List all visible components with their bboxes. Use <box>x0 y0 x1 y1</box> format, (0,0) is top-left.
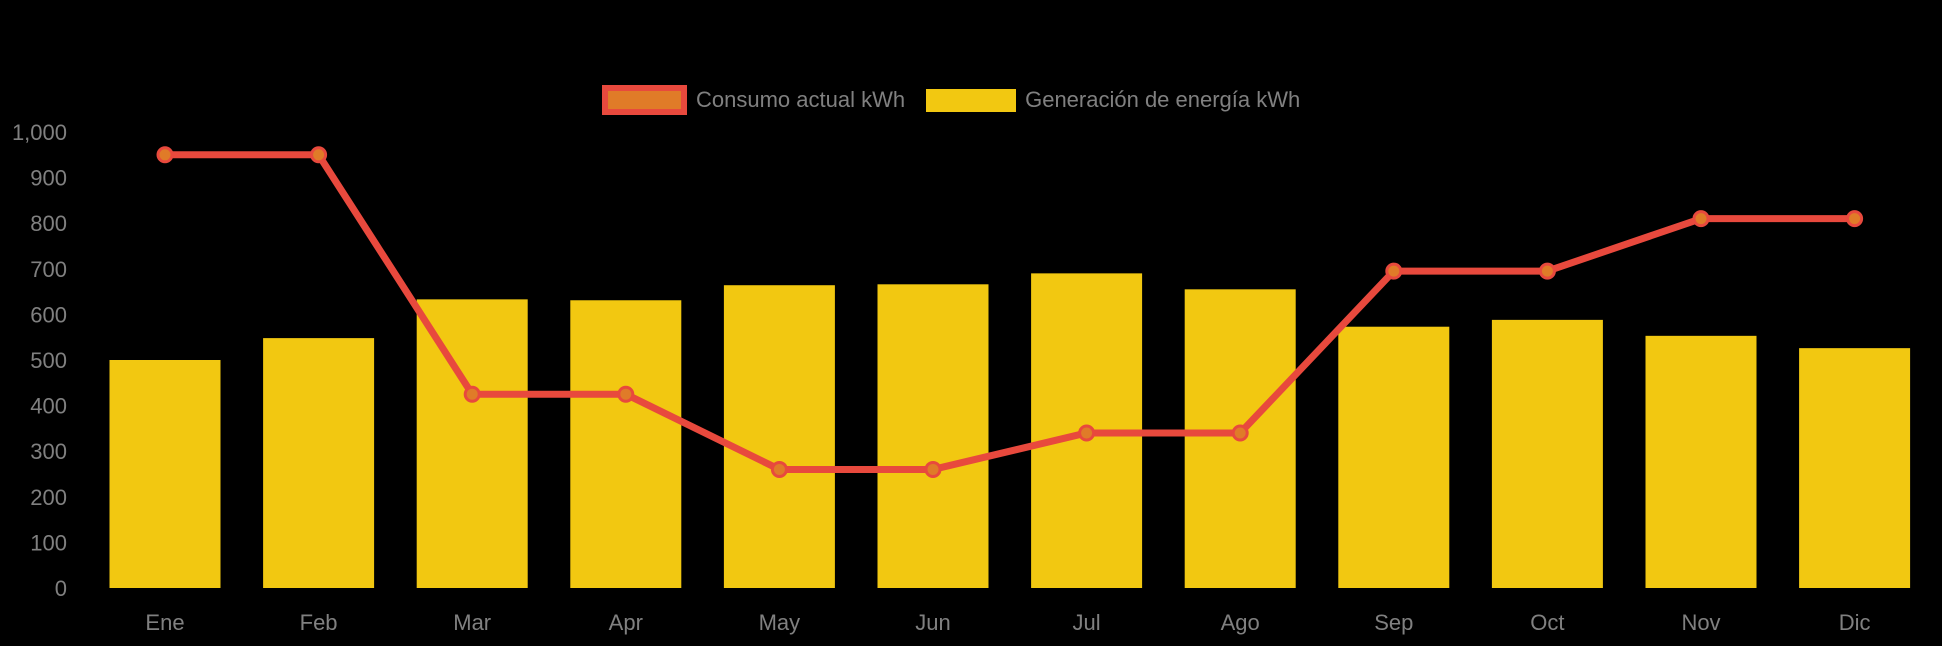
y-axis-tick-label-0: 0 <box>55 576 67 601</box>
x-axis-label-Dic: Dic <box>1839 610 1871 635</box>
y-axis-tick-label-900: 900 <box>30 166 67 191</box>
bar-generacion-Dic[interactable] <box>1799 348 1911 588</box>
point-consumo-Ago[interactable] <box>1231 424 1249 442</box>
x-axis-label-Oct: Oct <box>1530 610 1564 635</box>
legend-swatch-consumo-icon[interactable] <box>602 85 687 115</box>
x-axis-label-Jul: Jul <box>1073 610 1101 635</box>
point-consumo-Mar[interactable] <box>463 385 481 403</box>
legend-label-consumo[interactable]: Consumo actual kWh <box>696 87 906 112</box>
y-axis-tick-label-500: 500 <box>30 348 67 373</box>
x-axis-label-Mar: Mar <box>453 610 491 635</box>
y-axis-tick-label-600: 600 <box>30 302 67 327</box>
x-axis-label-Ene: Ene <box>145 610 184 635</box>
point-consumo-Sep[interactable] <box>1385 262 1403 280</box>
x-axis-label-Ago: Ago <box>1221 610 1260 635</box>
y-axis-tick-label-1000: 1,000 <box>12 120 67 145</box>
point-consumo-Nov[interactable] <box>1692 210 1710 228</box>
y-axis-tick-label-100: 100 <box>30 530 67 555</box>
bar-generacion-Nov[interactable] <box>1645 335 1757 588</box>
legend-swatch-generacion-icon[interactable] <box>926 88 1017 112</box>
y-axis-tick-label-800: 800 <box>30 211 67 236</box>
x-axis-label-Nov: Nov <box>1681 610 1720 635</box>
point-consumo-May[interactable] <box>770 460 788 478</box>
bar-generacion-Mar[interactable] <box>416 299 528 588</box>
x-axis-label-May: May <box>759 610 801 635</box>
legend-label-generacion[interactable]: Generación de energía kWh <box>1025 87 1301 112</box>
x-axis-label-Sep: Sep <box>1374 610 1413 635</box>
bar-generacion-Sep[interactable] <box>1338 326 1450 588</box>
bar-generacion-Oct[interactable] <box>1491 319 1603 588</box>
bar-generacion-May[interactable] <box>723 285 835 588</box>
bar-generacion-Feb[interactable] <box>263 338 375 588</box>
x-axis-label-Jun: Jun <box>915 610 950 635</box>
x-axis-label-Feb: Feb <box>300 610 338 635</box>
point-consumo-Dic[interactable] <box>1846 210 1864 228</box>
y-axis-tick-label-200: 200 <box>30 485 67 510</box>
y-axis-tick-label-300: 300 <box>30 439 67 464</box>
point-consumo-Feb[interactable] <box>310 146 328 164</box>
bar-generacion-Ene[interactable] <box>109 360 221 588</box>
point-consumo-Apr[interactable] <box>617 385 635 403</box>
point-consumo-Jul[interactable] <box>1078 424 1096 442</box>
point-consumo-Oct[interactable] <box>1538 262 1556 280</box>
bar-generacion-Jun[interactable] <box>877 284 989 588</box>
y-axis-tick-label-700: 700 <box>30 257 67 282</box>
bar-generacion-Apr[interactable] <box>570 300 682 588</box>
chart-legend: Consumo actual kWh Generación de energía… <box>602 84 1300 116</box>
point-consumo-Jun[interactable] <box>924 460 942 478</box>
y-axis-tick-label-400: 400 <box>30 394 67 419</box>
line-consumo[interactable] <box>161 151 1859 473</box>
x-axis-label-Apr: Apr <box>609 610 643 635</box>
point-consumo-Ene[interactable] <box>156 146 174 164</box>
